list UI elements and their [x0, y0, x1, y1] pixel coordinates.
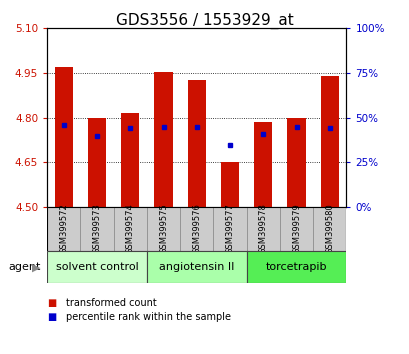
- Bar: [47, 251, 146, 283]
- Text: angiotensin II: angiotensin II: [159, 262, 234, 272]
- Bar: [254, 122, 272, 207]
- Text: ▶: ▶: [32, 262, 40, 272]
- Text: GSM399579: GSM399579: [291, 203, 300, 254]
- Bar: [312, 207, 346, 251]
- Text: ■: ■: [47, 298, 56, 308]
- Bar: [146, 251, 246, 283]
- Bar: [213, 207, 246, 251]
- Text: GSM399573: GSM399573: [92, 203, 101, 254]
- Bar: [246, 207, 279, 251]
- Text: ■: ■: [47, 312, 56, 322]
- Bar: [246, 251, 346, 283]
- Bar: [113, 207, 146, 251]
- Text: GDS3556 / 1553929_at: GDS3556 / 1553929_at: [116, 12, 293, 29]
- Bar: [80, 207, 113, 251]
- Text: GSM399572: GSM399572: [59, 203, 68, 254]
- Bar: [180, 207, 213, 251]
- Bar: [146, 207, 180, 251]
- Text: GSM399577: GSM399577: [225, 203, 234, 254]
- Bar: [187, 80, 205, 207]
- Text: GSM399574: GSM399574: [126, 203, 135, 254]
- Text: agent: agent: [8, 262, 40, 272]
- Text: solvent control: solvent control: [56, 262, 138, 272]
- Text: torcetrapib: torcetrapib: [265, 262, 326, 272]
- Text: transformed count: transformed count: [65, 298, 156, 308]
- Bar: [220, 162, 238, 207]
- Bar: [154, 72, 172, 207]
- Bar: [279, 207, 312, 251]
- Text: GSM399575: GSM399575: [159, 203, 168, 254]
- Bar: [320, 76, 338, 207]
- Text: GSM399580: GSM399580: [324, 203, 333, 254]
- Bar: [287, 118, 305, 207]
- Bar: [88, 118, 106, 207]
- Bar: [121, 113, 139, 207]
- Bar: [47, 207, 80, 251]
- Text: GSM399576: GSM399576: [192, 203, 201, 254]
- Text: GSM399578: GSM399578: [258, 203, 267, 254]
- Text: percentile rank within the sample: percentile rank within the sample: [65, 312, 230, 322]
- Bar: [54, 67, 73, 207]
